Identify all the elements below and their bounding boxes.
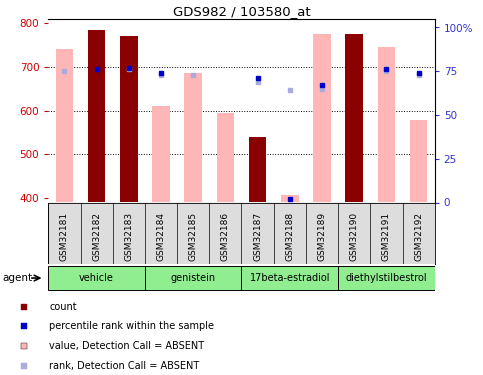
Bar	[88, 30, 105, 202]
Text: GSM32185: GSM32185	[189, 212, 198, 261]
Text: diethylstilbestrol: diethylstilbestrol	[346, 273, 427, 282]
Text: count: count	[49, 302, 77, 312]
Text: GSM32191: GSM32191	[382, 212, 391, 261]
Bar	[88, 30, 105, 202]
FancyBboxPatch shape	[242, 266, 338, 290]
Text: GSM32188: GSM32188	[285, 212, 294, 261]
FancyBboxPatch shape	[145, 266, 242, 290]
Bar	[345, 34, 363, 203]
Text: rank, Detection Call = ABSENT: rank, Detection Call = ABSENT	[49, 361, 199, 371]
Bar	[152, 106, 170, 202]
Text: GSM32189: GSM32189	[317, 212, 327, 261]
Title: GDS982 / 103580_at: GDS982 / 103580_at	[173, 4, 310, 18]
Bar	[249, 137, 267, 202]
Bar	[345, 187, 363, 202]
Text: value, Detection Call = ABSENT: value, Detection Call = ABSENT	[49, 341, 204, 351]
Bar	[313, 34, 331, 203]
Bar	[120, 36, 138, 203]
Text: percentile rank within the sample: percentile rank within the sample	[49, 321, 214, 332]
Bar	[281, 195, 298, 202]
Text: genistein: genistein	[170, 273, 216, 282]
Text: GSM32186: GSM32186	[221, 212, 230, 261]
Text: 17beta-estradiol: 17beta-estradiol	[250, 273, 330, 282]
Text: GSM32190: GSM32190	[350, 212, 359, 261]
Bar	[120, 36, 138, 203]
Text: vehicle: vehicle	[79, 273, 114, 282]
FancyBboxPatch shape	[48, 266, 145, 290]
Text: GSM32182: GSM32182	[92, 212, 101, 261]
Bar	[216, 113, 234, 202]
Text: GSM32187: GSM32187	[253, 212, 262, 261]
Text: GSM32183: GSM32183	[124, 212, 133, 261]
Text: GSM32181: GSM32181	[60, 212, 69, 261]
Text: GSM32184: GSM32184	[156, 212, 166, 261]
Bar	[249, 137, 267, 202]
Bar	[410, 120, 427, 202]
Bar	[185, 74, 202, 202]
Text: agent: agent	[2, 273, 32, 283]
Text: GSM32192: GSM32192	[414, 212, 423, 261]
Bar	[378, 47, 395, 202]
Bar	[56, 50, 73, 202]
FancyBboxPatch shape	[338, 266, 435, 290]
